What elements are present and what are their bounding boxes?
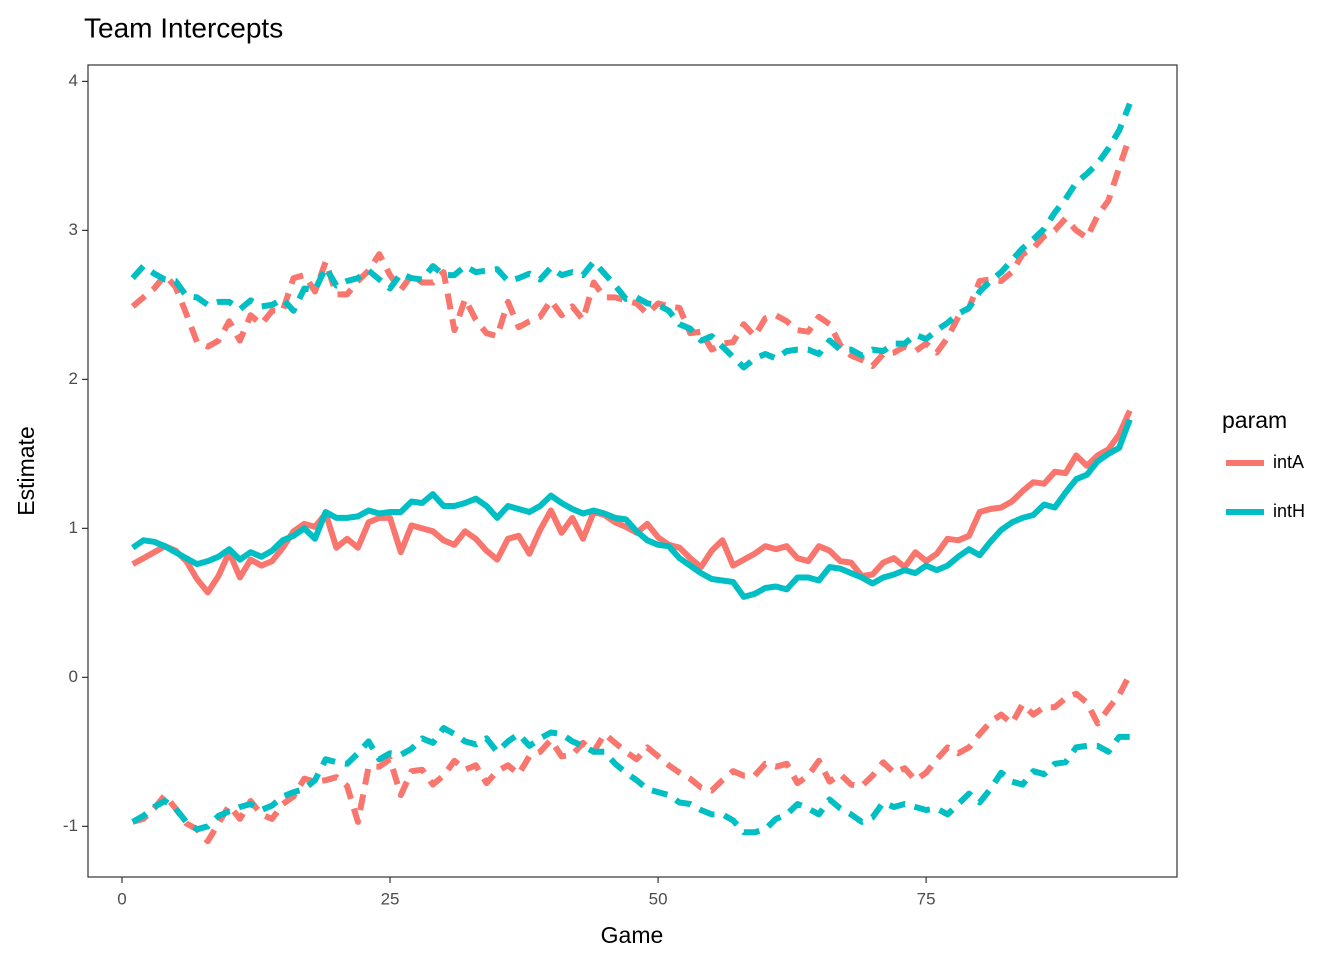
legend-title: param <box>1222 407 1287 433</box>
y-tick-label: -1 <box>63 816 78 835</box>
y-tick-label: 1 <box>69 518 78 537</box>
interval-line <box>131 725 1130 836</box>
panel-border <box>87 64 1178 878</box>
legend-label: intH <box>1273 501 1305 521</box>
interval-line <box>131 673 1133 845</box>
y-tick-label: 4 <box>69 71 78 90</box>
y-axis-label: Estimate <box>13 426 39 515</box>
x-tick-label: 75 <box>917 889 936 908</box>
x-tick-label: 50 <box>649 889 668 908</box>
interval-line <box>130 135 1133 369</box>
legend-label: intA <box>1273 452 1304 472</box>
series-line <box>130 418 1133 600</box>
x-tick-label: 0 <box>117 889 126 908</box>
x-axis-label: Game <box>601 922 664 948</box>
series-line <box>131 409 1133 596</box>
y-tick-label: 3 <box>69 220 78 239</box>
chart-title: Team Intercepts <box>84 12 283 43</box>
y-tick-label: 0 <box>69 667 78 686</box>
y-tick-label: 2 <box>69 369 78 388</box>
x-tick-label: 25 <box>381 889 400 908</box>
interval-line <box>130 102 1133 371</box>
